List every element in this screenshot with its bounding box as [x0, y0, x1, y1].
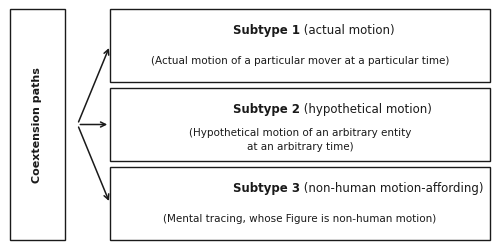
Text: (Actual motion of a particular mover at a particular time): (Actual motion of a particular mover at … [151, 56, 449, 66]
Text: Subtype 2: Subtype 2 [233, 102, 300, 116]
Bar [110, 89, 490, 161]
Text: Subtype 1: Subtype 1 [233, 24, 300, 37]
Text: Coextension paths: Coextension paths [32, 67, 42, 183]
Text: Subtype 3: Subtype 3 [233, 181, 300, 194]
Text: (actual motion): (actual motion) [300, 24, 394, 37]
Bar [110, 10, 490, 83]
Bar [10, 10, 65, 240]
Text: (Hypothetical motion of an arbitrary entity
at an arbitrary time): (Hypothetical motion of an arbitrary ent… [189, 128, 411, 152]
Text: (non-human motion-affording): (non-human motion-affording) [300, 181, 484, 194]
Text: (hypothetical motion): (hypothetical motion) [300, 102, 432, 116]
Text: (Mental tracing, whose Figure is non-human motion): (Mental tracing, whose Figure is non-hum… [164, 213, 436, 223]
Bar [110, 168, 490, 240]
